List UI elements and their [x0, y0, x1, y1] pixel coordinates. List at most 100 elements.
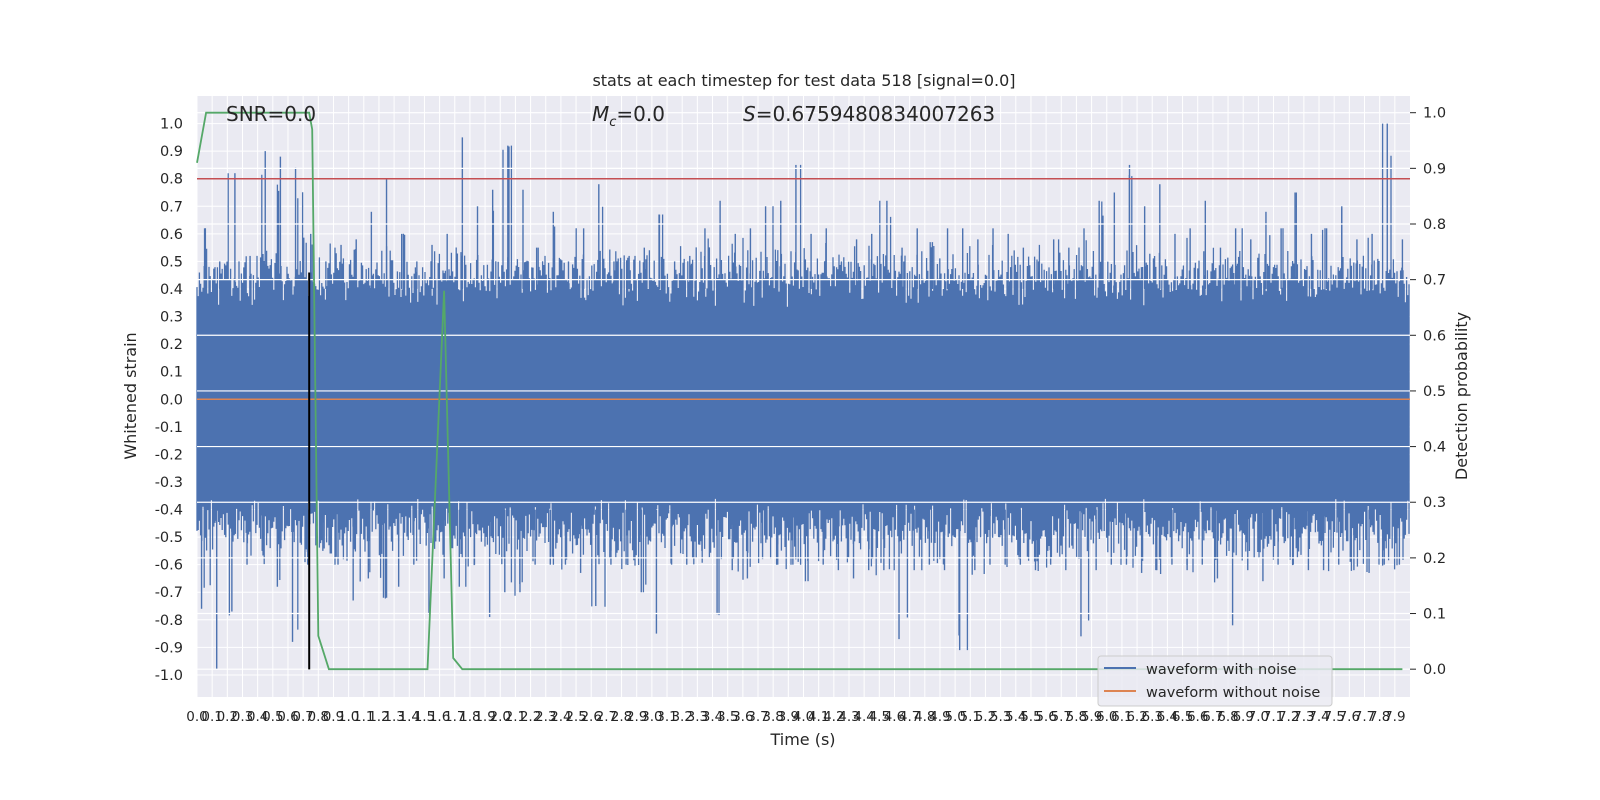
x-tick-label: 5.8	[1066, 709, 1087, 725]
x-tick-labels: 0.00.10.20.30.40.50.60.70.80.91.01.11.21…	[186, 709, 1405, 725]
x-tick-label: 7.0	[1248, 709, 1269, 725]
x-tick-label: 3.3	[687, 709, 708, 725]
x-tick-label: 4.2	[823, 709, 844, 725]
y-right-tick-labels: 1.0 0.9 0.8 0.7 0.6 0.5 0.4 0.3 0.2 0.1 0.0	[1410, 106, 1446, 678]
x-tick-label: 3.7	[747, 709, 768, 725]
x-tick-label: 3.4	[702, 709, 723, 725]
x-tick-label: 1.4	[399, 709, 420, 725]
snr-annotation: SNR=0.0	[226, 102, 316, 126]
x-tick-label: 3.1	[656, 709, 677, 725]
y-right-tick-label: 0.8	[1423, 217, 1446, 233]
x-tick-label: 2.7	[596, 709, 617, 725]
y-left-tick-label: 0.3	[160, 310, 183, 326]
x-tick-label: 5.3	[990, 709, 1011, 725]
x-tick-label: 2.4	[550, 709, 571, 725]
x-tick-label: 2.5	[565, 709, 586, 725]
y-left-tick-label: 0.8	[160, 172, 183, 188]
y-left-tick-label: 0.7	[160, 199, 183, 215]
x-tick-label: 4.1	[808, 709, 829, 725]
x-tick-label: 2.8	[611, 709, 632, 725]
x-tick-label: 7.1	[1263, 709, 1284, 725]
x-tick-label: 6.3	[1141, 709, 1162, 725]
y-left-tick-label: 0.1	[160, 365, 183, 381]
x-tick-label: 1.1	[353, 709, 374, 725]
x-tick-label: 6.9	[1232, 709, 1253, 725]
x-tick-label: 5.5	[1020, 709, 1041, 725]
x-tick-label: 0.8	[308, 709, 329, 725]
x-tick-label: 1.5	[414, 709, 435, 725]
x-tick-label: 4.5	[869, 709, 890, 725]
y-right-tick-label: 0.9	[1423, 161, 1446, 177]
y-left-tick-label: 0.5	[160, 254, 183, 270]
x-tick-label: 5.2	[975, 709, 996, 725]
x-tick-label: 7.5	[1323, 709, 1344, 725]
x-tick-label: 1.0	[338, 709, 359, 725]
x-tick-label: 7.3	[1293, 709, 1314, 725]
y-left-tick-label: -0.8	[155, 613, 183, 629]
x-tick-label: 1.2	[368, 709, 389, 725]
x-tick-label: 2.0	[490, 709, 511, 725]
legend-box	[1097, 655, 1333, 707]
x-tick-label: 0.0	[186, 709, 207, 725]
detection-probability-line	[196, 111, 1403, 671]
x-tick-label: 7.2	[1278, 709, 1299, 725]
x-tick-label: 3.8	[762, 709, 783, 725]
x-tick-label: 3.9	[778, 709, 799, 725]
y-left-tick-label: 0.0	[160, 392, 183, 408]
x-tick-label: 4.9	[929, 709, 950, 725]
chirp-mass-annotation: Mc=0.0	[592, 102, 665, 130]
y-left-tick-label: -0.5	[155, 530, 183, 546]
chart-title: stats at each timestep for test data 518…	[592, 71, 1015, 90]
x-tick-label: 2.9	[626, 709, 647, 725]
x-tick-label: 6.8	[1217, 709, 1238, 725]
y-right-tick-label: 0.1	[1423, 607, 1446, 623]
series-lines	[196, 111, 1410, 671]
x-tick-label: 7.8	[1369, 709, 1390, 725]
x-tick-label: 1.9	[474, 709, 495, 725]
y-right-tick-label: 0.7	[1423, 273, 1446, 289]
x-tick-label: 0.1	[201, 709, 222, 725]
x-tick-label: 6.7	[1202, 709, 1223, 725]
y-right-tick-label: 0.2	[1423, 551, 1446, 567]
x-tick-label: 6.0	[1096, 709, 1117, 725]
y-left-tick-label: -0.4	[155, 503, 183, 519]
x-tick-label: 3.0	[641, 709, 662, 725]
x-tick-label: 0.4	[247, 709, 268, 725]
y-right-tick-label: 0.0	[1423, 662, 1446, 678]
y-left-tick-label: -1.0	[155, 668, 183, 684]
y-left-tick-label: 1.0	[160, 117, 183, 133]
y-left-tick-labels: 1.0 0.9 0.8 0.7 0.6 0.5 0.4 0.3 0.2 0.1 0.0 -0.1 -0.…	[155, 117, 183, 684]
y-right-tick-label: 0.5	[1423, 384, 1446, 400]
legend: waveform with noise waveform without noi…	[1097, 655, 1333, 707]
x-tick-label: 5.9	[1081, 709, 1102, 725]
x-tick-label: 4.7	[899, 709, 920, 725]
x-tick-label: 5.0	[944, 709, 965, 725]
x-tick-label: 6.6	[1187, 709, 1208, 725]
x-tick-label: 0.6	[277, 709, 298, 725]
x-tick-label: 4.3	[838, 709, 859, 725]
y-left-tick-label: 0.6	[160, 227, 183, 243]
y-right-tick-label: 1.0	[1423, 106, 1446, 122]
x-tick-label: 1.8	[459, 709, 480, 725]
x-tick-label: 2.1	[505, 709, 526, 725]
x-tick-label: 3.5	[717, 709, 738, 725]
x-tick-label: 1.7	[444, 709, 465, 725]
x-tick-label: 1.3	[383, 709, 404, 725]
y-right-tick-label: 0.4	[1423, 440, 1446, 456]
y-left-tick-label: 0.2	[160, 337, 183, 353]
x-tick-label: 5.1	[960, 709, 981, 725]
x-tick-label: 6.1	[1111, 709, 1132, 725]
x-tick-label: 4.0	[793, 709, 814, 725]
legend-label-clean: waveform without noise	[1146, 685, 1320, 701]
x-tick-label: 2.6	[580, 709, 601, 725]
x-tick-label: 2.3	[535, 709, 556, 725]
x-tick-label: 4.4	[853, 709, 874, 725]
y-left-tick-label: -0.1	[155, 420, 183, 436]
x-tick-label: 0.5	[262, 709, 283, 725]
x-tick-label: 5.4	[1005, 709, 1026, 725]
y-left-tick-label: -0.3	[155, 475, 183, 491]
x-tick-label: 6.2	[1126, 709, 1147, 725]
x-tick-label: 7.9	[1384, 709, 1405, 725]
x-tick-label: 3.2	[671, 709, 692, 725]
